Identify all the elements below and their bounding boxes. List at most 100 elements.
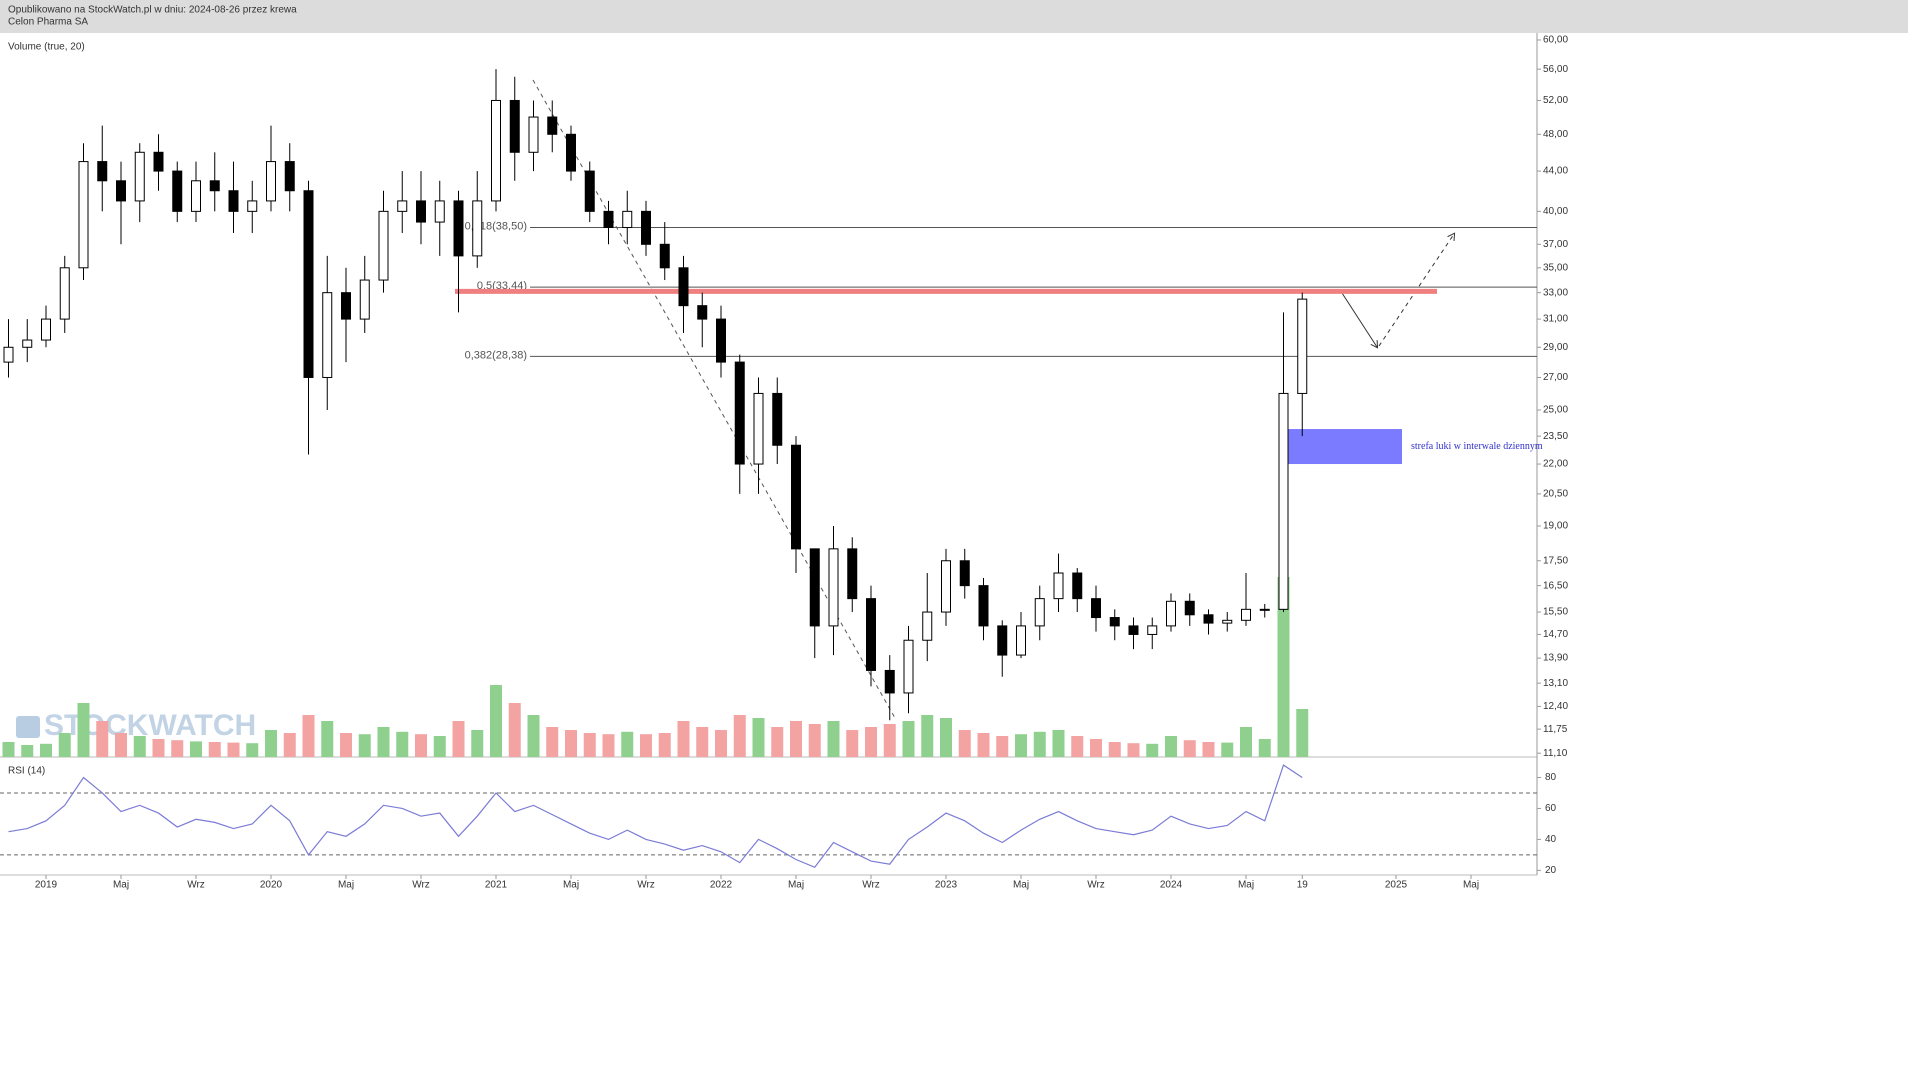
volume-bar [415,734,427,757]
candle-body [491,99,501,202]
candle-body [247,200,258,212]
candle-body [1278,392,1289,610]
candle-body [734,361,745,465]
volume-bar [133,736,146,757]
x-tick-label: Wrz [637,880,655,891]
volume-bar [321,721,334,757]
y-tick-label: 16,50 [1543,580,1568,591]
x-tick-label: Maj [113,880,129,891]
fib-level-label: 0,382(28,38) [465,349,527,361]
candle-body [453,200,464,257]
volume-bar [902,721,915,757]
candle-body [1128,625,1139,635]
volume-bar [1127,743,1140,757]
candle-body [1203,614,1214,624]
candle-body [1259,608,1270,611]
y-tick-label: 40,00 [1543,206,1568,217]
y-tick-label: 48,00 [1543,129,1568,140]
candle-body [191,180,201,212]
candle-body [659,243,670,269]
y-tick-label: 12,40 [1543,701,1568,712]
volume-bar [677,721,690,757]
x-tick-label: Wrz [412,880,430,891]
volume-bar [527,715,540,757]
candle-body [1072,572,1083,600]
y-tick-label: 13,90 [1543,653,1568,664]
x-tick-label: Wrz [1087,880,1105,891]
candle-body [1297,298,1308,394]
volume-bar [827,721,840,757]
volume-bar [546,727,559,757]
rsi-line [8,764,1303,868]
volume-bar [508,703,521,757]
y-tick-label: 33,00 [1543,287,1568,298]
candle-body [997,625,1008,656]
candle-body [472,200,483,257]
volume-bar [21,745,34,757]
volume-bar [1277,577,1290,757]
y-tick-label: 44,00 [1543,166,1568,177]
volume-bar [396,731,409,757]
volume-bar [115,733,127,757]
volume-bar [977,733,990,757]
volume-bar [2,742,15,757]
volume-bar [808,724,821,757]
volume-bar [77,703,90,757]
candle-body [884,669,895,694]
x-tick-label: Wrz [862,880,880,891]
volume-bar [190,741,202,757]
volume-bar [1146,743,1159,757]
volume-bar [583,733,596,757]
volume-label: Volume (true, 20) [8,42,85,53]
watermark-text: STOCKWATCH [44,709,256,742]
candle-body [509,99,520,153]
volume-bar [302,715,315,757]
y-tick-label: 11,75 [1543,724,1568,735]
volume-bar [696,727,709,757]
candle-body [153,151,164,172]
candle-body [228,190,239,212]
candle-body [172,170,183,212]
volume-bar [358,734,371,757]
y-tick-label: 13,10 [1543,678,1568,689]
volume-bar [1240,727,1252,757]
candle-body [753,392,764,465]
candle-body [1034,598,1045,627]
y-tick-label: 23,50 [1543,431,1568,442]
x-tick-label: 2024 [1160,880,1183,891]
rsi-y-tick-label: 20 [1545,865,1557,876]
y-tick-label: 25,00 [1543,405,1568,416]
candle-body [3,346,14,363]
candle-body [528,116,539,153]
volume-bar [246,743,259,757]
candle-body [1184,600,1195,616]
volume-bar [940,718,952,757]
x-tick-label: 2025 [1385,880,1408,891]
candle-body [547,116,558,135]
volume-bar [227,742,240,757]
candle-body [1016,625,1026,656]
volume-bar [790,721,802,757]
y-tick-label: 19,00 [1543,521,1568,532]
candle-body [1241,608,1251,621]
candle-body [641,210,651,245]
volume-bar [1108,742,1121,757]
volume-bar [1258,739,1271,757]
y-tick-label: 15,50 [1543,607,1568,618]
volume-bar [452,721,465,757]
volume-bar [58,733,71,757]
volume-bar [771,727,784,757]
x-tick-label: 2023 [935,880,958,891]
y-tick-label: 22,00 [1543,459,1568,470]
gap-zone [1288,429,1402,465]
volume-bar [433,736,446,757]
candle-body [41,318,51,341]
x-tick-label: Maj [563,880,579,891]
volume-bar [171,740,184,757]
volume-bar [1183,740,1196,757]
y-tick-label: 20,50 [1543,489,1568,500]
y-tick-label: 29,00 [1543,342,1568,353]
volume-bar [752,718,765,757]
volume-bar [658,733,671,757]
